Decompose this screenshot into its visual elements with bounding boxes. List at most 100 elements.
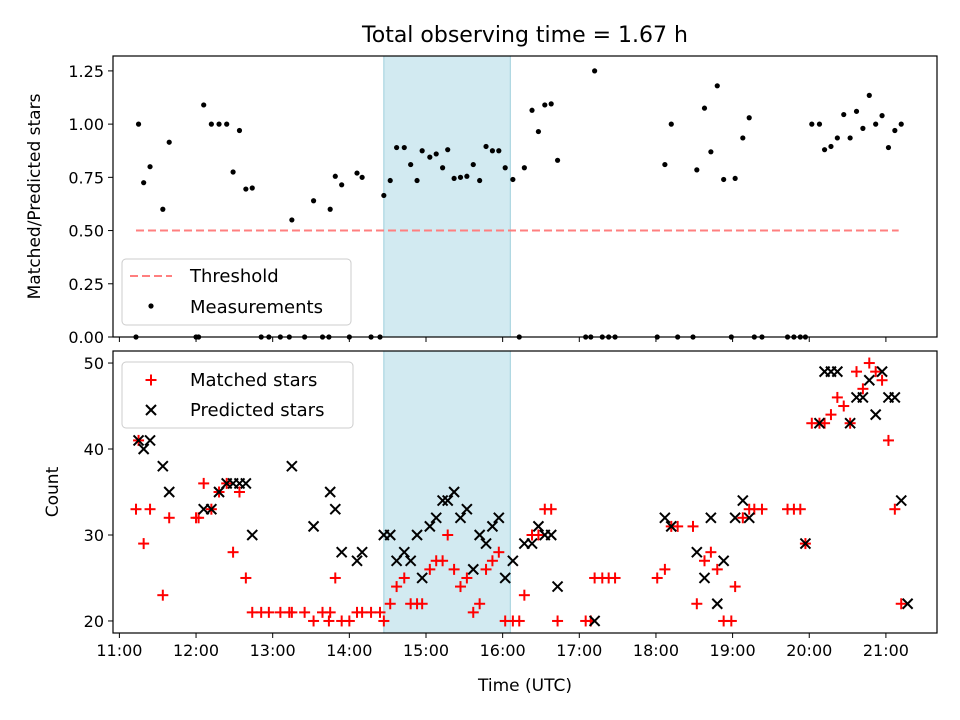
measurement-point <box>860 125 866 131</box>
measurement-point <box>354 170 360 176</box>
bottom-legend: Matched stars Predicted stars <box>121 361 354 429</box>
matched-star-point <box>863 357 875 369</box>
predicted-star-point <box>813 417 826 429</box>
y-tick-label: 40 <box>84 440 104 459</box>
measurement-point <box>740 135 746 141</box>
measurement-point <box>483 143 489 150</box>
predicted-star-point <box>507 555 519 567</box>
predicted-star-point <box>863 374 875 386</box>
x-tick-label: 11:00 <box>96 641 142 660</box>
matched-star-point <box>227 546 239 558</box>
matched-star-point <box>545 503 557 515</box>
matched-star-point <box>198 477 210 489</box>
predicted-star-point <box>844 417 856 429</box>
predicted-star-point <box>480 537 492 550</box>
measurement-point <box>834 135 840 141</box>
predicted-star-point <box>137 443 150 455</box>
matched-star-point <box>889 503 901 515</box>
matched-star-point <box>374 606 386 618</box>
measurement-point <box>451 175 457 182</box>
measurement-point <box>489 148 496 154</box>
measurement-point <box>414 177 420 184</box>
matched-star-point <box>870 366 882 378</box>
measurement-point <box>809 121 815 127</box>
predicted-star-point <box>799 537 812 550</box>
predicted-star-point <box>526 537 538 550</box>
matched-star-point <box>286 606 298 618</box>
measurement-point <box>201 102 207 108</box>
measurement-point <box>216 121 222 127</box>
matched-star-point <box>831 391 843 403</box>
measurement-point <box>249 185 255 191</box>
predicted-star-point <box>532 520 545 533</box>
matched-star-point <box>461 572 473 584</box>
measurement-point <box>885 144 892 151</box>
measurement-point <box>521 165 527 171</box>
matched-star-point <box>442 529 454 541</box>
matched-star-point <box>138 538 150 550</box>
top-legend: Threshold Measurements <box>121 258 352 326</box>
measurement-point <box>310 198 317 204</box>
predicted-star-point <box>698 572 711 584</box>
predicted-star-point <box>436 494 449 507</box>
predicted-star-point <box>901 598 914 610</box>
predicted-star-point <box>132 434 145 447</box>
measurement-point <box>853 108 860 114</box>
legend-measurements-label: Measurements <box>190 297 323 318</box>
measurement-point <box>732 175 738 182</box>
matched-star-point <box>474 598 486 610</box>
highlight-span <box>383 55 511 338</box>
predicted-star-point <box>163 486 175 498</box>
predicted-star-point <box>448 486 460 498</box>
highlight-span <box>383 350 511 634</box>
measurement-point <box>708 149 714 155</box>
matched-star-point <box>329 572 341 584</box>
predicted-star-point <box>246 529 258 541</box>
matched-star-point <box>729 581 741 593</box>
measurement-point <box>548 101 554 107</box>
predicted-star-point <box>869 408 882 421</box>
measurement-point <box>289 217 295 223</box>
x-tick-label: 12:00 <box>173 641 219 660</box>
matched-star-point <box>467 606 479 618</box>
x-tick-label: 19:00 <box>710 641 756 660</box>
measurement-point <box>847 135 853 141</box>
matched-star-point <box>698 555 710 567</box>
legend-predicted-swatch <box>145 404 157 416</box>
predicted-star-point <box>384 529 396 541</box>
bottom-x-ticks: 11:00 12:00 13:00 14:00 15:00 16:00 17:00 18:00… <box>96 633 909 660</box>
measurement-point <box>841 111 847 118</box>
matched-star-point <box>130 503 142 515</box>
measurement-point <box>714 83 720 89</box>
predicted-star-point <box>895 494 907 507</box>
matched-star-point <box>437 555 449 567</box>
predicted-star-point <box>551 580 564 593</box>
measurement-point <box>694 167 700 173</box>
matched-star-point <box>756 503 768 515</box>
matched-star-point <box>323 615 335 627</box>
measurement-point <box>866 92 872 98</box>
predicted-star-point <box>737 494 749 507</box>
measurement-point <box>208 121 214 127</box>
predicted-star-point <box>691 546 703 558</box>
measurement-point <box>542 102 548 108</box>
y-tick-label: 50 <box>84 354 104 373</box>
predicted-star-point <box>876 365 888 378</box>
predicted-star-point <box>411 529 423 541</box>
measurement-point <box>816 121 823 127</box>
measurement-point <box>721 176 727 183</box>
measurement-point <box>141 180 147 186</box>
matched-star-point <box>324 606 336 618</box>
matched-star-point <box>493 546 505 558</box>
predicted-star-point <box>351 555 363 567</box>
measurement-point <box>496 148 502 154</box>
matched-star-point <box>193 512 205 524</box>
y-tick-label: 1.00 <box>68 115 104 134</box>
matched-star-point <box>163 512 175 524</box>
predicted-star-point <box>545 529 557 541</box>
y-tick-label: 30 <box>84 526 104 545</box>
measurement-point <box>529 107 535 113</box>
measurement-point <box>898 121 904 127</box>
measurement-point <box>166 139 172 145</box>
measurement-point <box>230 169 236 175</box>
